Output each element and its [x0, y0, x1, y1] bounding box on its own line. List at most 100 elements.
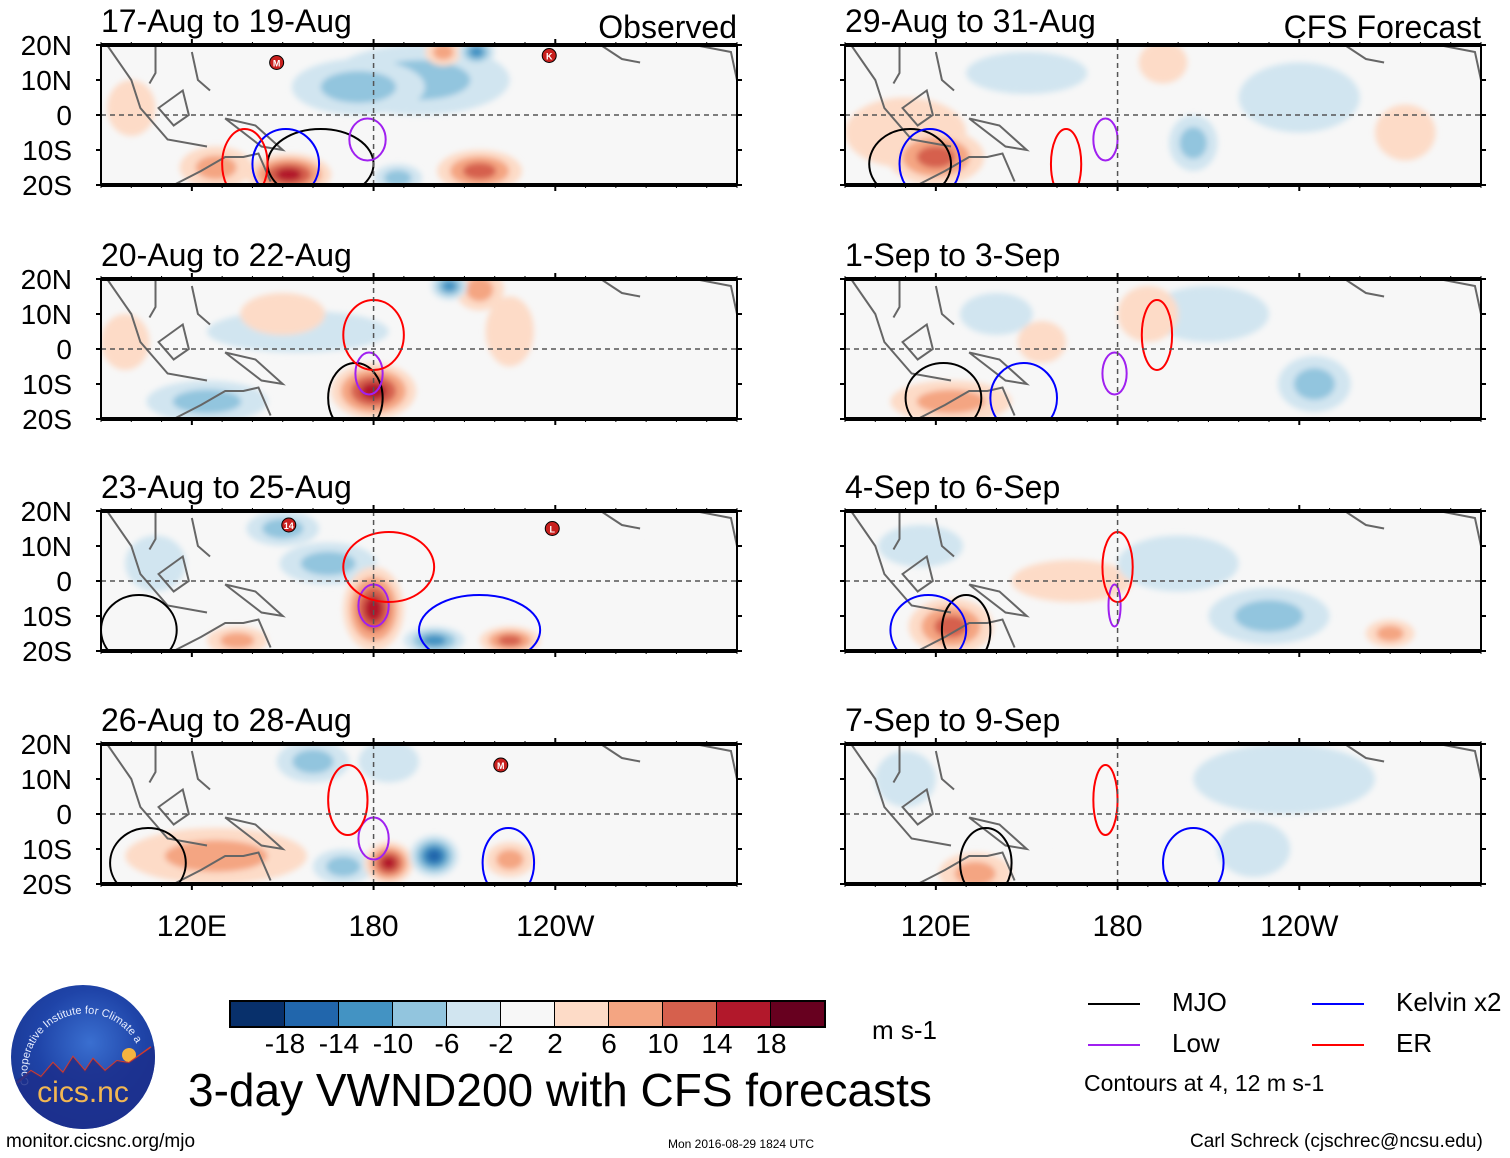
er-contour [342, 531, 436, 603]
coastline [850, 744, 1481, 884]
x-tick-label: 120E [900, 910, 971, 943]
northerly-anomaly [1217, 821, 1291, 877]
colorbar-swatch [717, 1002, 771, 1026]
low-contour [1101, 351, 1128, 396]
southerly-anomaly [497, 634, 522, 647]
website-link[interactable]: monitor.cicsnc.org/mjo [6, 1131, 196, 1152]
southerly-anomaly [954, 861, 996, 884]
colorbar-swatch [393, 1002, 447, 1026]
mjo-contour [101, 594, 178, 651]
colorbar-tick-label: 18 [755, 1028, 787, 1059]
northerly-anomaly [300, 551, 356, 576]
colorbar-tick-label: -10 [372, 1028, 414, 1059]
storm-label: M [273, 59, 281, 69]
colorbar-tick-label: -6 [434, 1028, 460, 1059]
storm-label: 14 [284, 521, 294, 531]
x-tick-label: 120W [516, 910, 595, 943]
northerly-anomaly [966, 52, 1088, 94]
y-tick-label: 20S [22, 636, 72, 667]
northerly-anomaly [326, 856, 361, 877]
southerly-anomaly [101, 314, 150, 370]
y-tick-label: 20S [22, 869, 72, 900]
colorbar-tick-label: 10 [647, 1028, 679, 1059]
northerly-anomaly [469, 46, 484, 58]
panel-title: 1-Sep to 3-Sep [845, 237, 1061, 273]
coastline [106, 45, 737, 185]
southerly-anomaly [1017, 321, 1067, 363]
southerly-anomaly [107, 80, 156, 136]
northerly-anomaly [320, 71, 397, 103]
panel-title: 7-Sep to 9-Sep [845, 702, 1061, 738]
map-panel [840, 505, 1486, 657]
northerly-anomaly [384, 170, 412, 185]
credit: Carl Schreck (cjschrec@ncsu.edu) [1190, 1131, 1483, 1152]
northerly-anomaly [292, 749, 334, 774]
tropical-cyclone-icon: M [269, 55, 285, 70]
panel-title: 26-Aug to 28-Aug [101, 702, 352, 738]
er-contour [327, 764, 369, 836]
colorbar-swatch [339, 1002, 393, 1026]
map-panel [840, 39, 1486, 191]
colorbar-tick-label: 14 [701, 1028, 733, 1059]
tropical-cyclone-icon: K [541, 48, 557, 63]
southerly-anomaly [220, 632, 255, 649]
legend-line-mjo [1088, 1003, 1140, 1005]
panel-title: 17-Aug to 19-Aug [101, 3, 352, 39]
y-tick-label: 0 [56, 100, 72, 131]
mjo-contour [959, 827, 1013, 884]
coastline [850, 45, 1481, 185]
mjo-contour [940, 594, 992, 651]
southerly-anomaly [462, 162, 497, 180]
panel-title: 20-Aug to 22-Aug [101, 237, 352, 273]
mjo-contour [109, 827, 187, 884]
northerly-anomaly [1179, 127, 1207, 159]
colorbar [229, 1000, 826, 1028]
colorbar-swatch [501, 1002, 555, 1026]
northerly-anomaly [1234, 600, 1304, 632]
kelvin-contour [989, 362, 1058, 419]
kelvin-contour [898, 128, 962, 185]
y-tick-label: 20S [22, 404, 72, 435]
colorbar-tick-label: -2 [488, 1028, 514, 1059]
southerly-anomaly [1117, 286, 1179, 342]
er-contour [1049, 128, 1083, 185]
southerly-anomaly [465, 279, 494, 302]
y-tick-label: 20N [20, 264, 72, 295]
sun-icon [122, 1048, 136, 1062]
legend-line-er [1312, 1044, 1364, 1046]
kelvin-contour [418, 594, 542, 651]
y-tick-label: 0 [56, 334, 72, 365]
kelvin-contour [251, 128, 321, 185]
colorbar-swatch [555, 1002, 609, 1026]
northerly-anomaly [422, 634, 447, 647]
map-panel [96, 273, 742, 425]
kelvin-contour [889, 594, 968, 651]
colorbar-tick-label: -14 [318, 1028, 360, 1059]
northerly-anomaly [442, 280, 457, 292]
southerly-anomaly [381, 856, 397, 870]
main-title: 3-day VWND200 with CFS forecasts [188, 1064, 932, 1116]
er-contour [1140, 299, 1174, 371]
y-tick-label: 10N [20, 299, 72, 330]
southerly-anomaly [275, 168, 302, 181]
coastline [106, 511, 737, 651]
y-tick-label: 10N [20, 65, 72, 96]
y-tick-label: 0 [56, 799, 72, 830]
y-tick-label: 10S [22, 369, 72, 400]
southerly-anomaly [951, 786, 1133, 842]
northerly-anomaly [875, 751, 936, 807]
coastline [850, 279, 1481, 419]
tropical-cyclone-icon: L [544, 521, 560, 536]
y-tick-label: 10S [22, 135, 72, 166]
y-tick-label: 20N [20, 30, 72, 61]
southerly-anomaly [916, 145, 955, 169]
x-tick-label: 180 [1092, 910, 1143, 943]
panel-source-label: CFS Forecast [1283, 9, 1481, 45]
y-tick-label: 20S [22, 170, 72, 201]
legend-label: ER [1396, 1028, 1433, 1058]
mjo-contour [868, 128, 952, 185]
southerly-anomaly [1138, 45, 1188, 84]
storm-label: K [546, 52, 553, 62]
y-tick-label: 0 [56, 566, 72, 597]
southerly-anomaly [195, 155, 237, 180]
